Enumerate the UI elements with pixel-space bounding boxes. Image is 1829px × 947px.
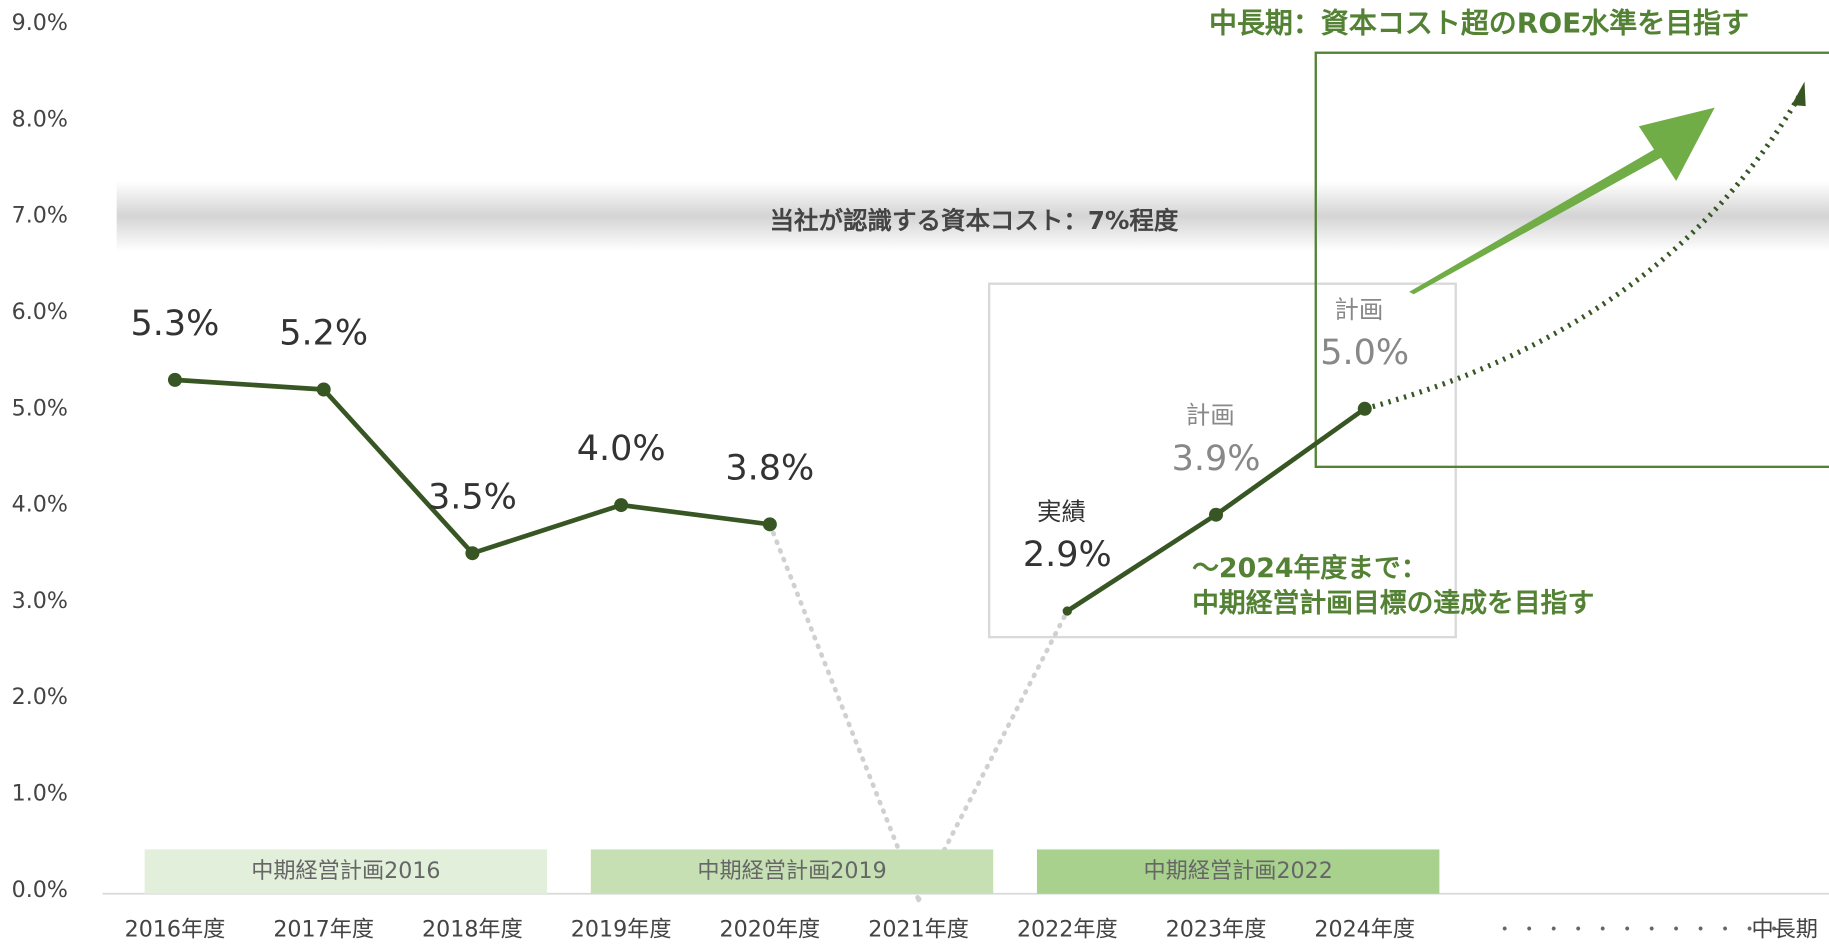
plan-band [590,849,994,894]
value-label: 3.8% [725,449,814,489]
value-label: 3.5% [428,477,517,517]
mid-term-note: 中期経営計画目標の達成を目指す [1192,587,1594,619]
plan-band-label: 中期経営計画2016 [251,858,440,884]
y-tick-label: 6.0% [12,299,68,325]
y-tick-label: 3.0% [12,588,68,614]
leader-dots: ・・・・・・・・・・・・ [1495,919,1789,940]
y-tick-label: 0.0% [12,877,68,903]
x-tick-label: 2020年度 [720,916,821,942]
value-label: 5.3% [131,304,220,344]
value-label: 3.9% [1172,439,1261,479]
point-note: 計画 [1334,295,1383,324]
point [762,517,777,532]
point [1357,401,1372,416]
line-segment [471,502,622,556]
x-tick-label: 2024年度 [1314,916,1415,942]
x-tick-label: 2018年度 [422,916,523,942]
y-tick-label: 1.0% [12,780,68,806]
line-segment [1214,406,1367,517]
line-segment [620,502,771,527]
x-tick-label: 2023年度 [1166,916,1267,942]
plan-box [987,282,1457,639]
point [1062,606,1072,616]
y-tick-label: 9.0% [12,10,68,36]
value-label: 5.0% [1320,333,1409,373]
point-note: 実績 [1037,497,1086,526]
y-tick-label: 5.0% [12,395,68,421]
x-tick-label: 2016年度 [125,916,226,942]
capital-cost-label: 当社が認識する資本コスト：7%程度 [770,206,1179,235]
x-tick-label: 2017年度 [273,916,374,942]
long-term-box [1314,51,1829,469]
plan-band [144,849,548,894]
point [465,546,480,561]
x-tick-label: 2021年度 [868,916,969,942]
mid-term-note: 〜2024年度まで： [1192,552,1428,584]
y-tick-label: 2.0% [12,684,68,710]
plan-band [1036,849,1440,894]
arrow [1409,107,1715,295]
plan-band-label: 中期経営計画2019 [697,858,886,884]
plan-band-label: 中期経営計画2022 [1144,858,1333,884]
long-term-note: 中長期：資本コスト超のROE水準を目指す [1209,7,1749,40]
y-tick-label: 7.0% [12,203,68,229]
value-label: 5.2% [279,314,368,354]
line-segment [767,521,921,903]
arrowhead [1791,81,1806,107]
point [1209,507,1224,522]
value-label: 2.9% [1023,535,1112,575]
point [316,382,331,397]
y-tick-label: 8.0% [12,106,68,132]
point [614,498,629,513]
line-segment [321,387,475,555]
x-tick-label: 2022年度 [1017,916,1118,942]
y-tick-label: 4.0% [12,492,68,518]
line-segment [1066,512,1218,613]
point-note: 計画 [1186,401,1235,430]
x-tick-label: 中長期 [1751,916,1817,942]
line-segment [174,377,324,392]
x-tick-label: 2019年度 [571,916,672,942]
point [167,372,182,387]
value-label: 4.0% [577,429,666,469]
